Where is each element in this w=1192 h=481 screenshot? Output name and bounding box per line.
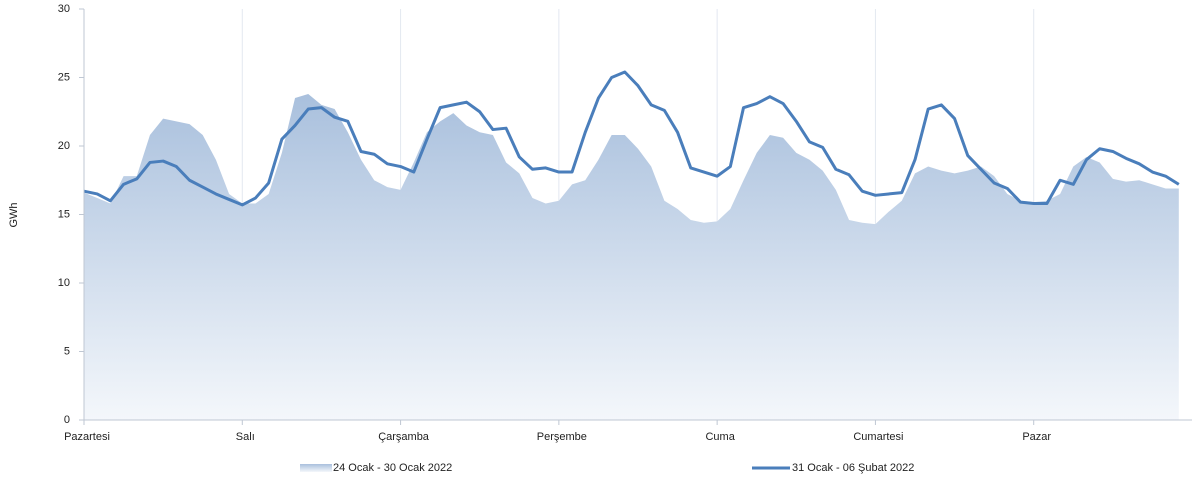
- x-tick-label: Pazar: [1022, 431, 1051, 443]
- y-tick-label: 15: [58, 208, 70, 220]
- y-tick-label: 0: [64, 414, 70, 426]
- y-tick-label: 20: [58, 140, 70, 152]
- legend-label: 31 Ocak - 06 Şubat 2022: [792, 462, 914, 474]
- area: [84, 93, 1179, 420]
- y-tick-label: 30: [58, 3, 70, 15]
- x-tick-label: Cumartesi: [853, 431, 903, 443]
- x-tick-label: Cuma: [705, 431, 735, 443]
- x-tick-label: Pazartesi: [64, 431, 110, 443]
- x-tick-label: Çarşamba: [378, 431, 430, 443]
- legend-swatch: [300, 464, 332, 472]
- y-axis-label: GWh: [8, 202, 20, 227]
- line: [83, 70, 1180, 207]
- y-tick-label: 5: [64, 345, 70, 357]
- y-tick-label: 25: [58, 71, 70, 83]
- legend-label: 24 Ocak - 30 Ocak 2022: [333, 462, 452, 474]
- x-tick-label: Salı: [236, 431, 255, 443]
- x-tick-label: Perşembe: [537, 431, 587, 443]
- y-tick-label: 10: [58, 277, 70, 289]
